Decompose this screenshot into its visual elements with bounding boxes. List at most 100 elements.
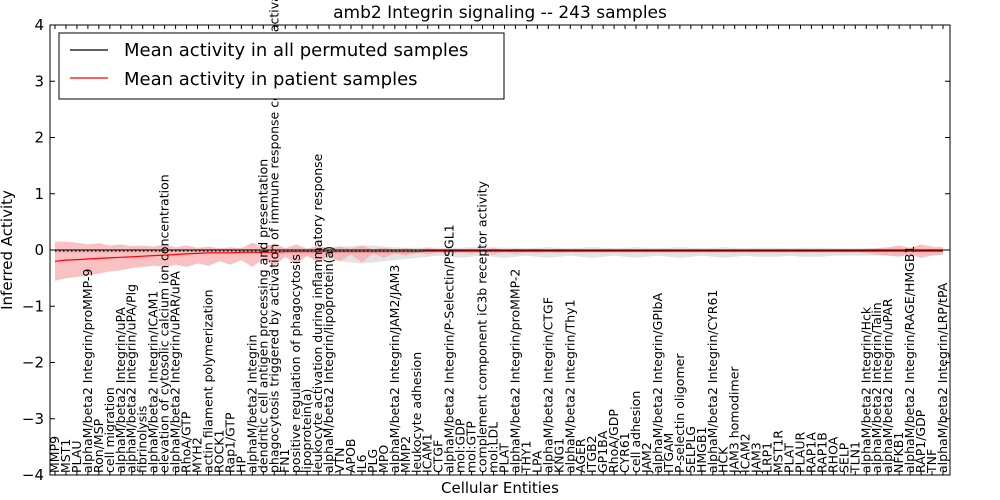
y-tick-label: −4 bbox=[22, 466, 44, 484]
y-axis-label: Inferred Activity bbox=[0, 190, 16, 310]
x-tick-label: alphaM/beta2 Integrin/CTGF bbox=[540, 297, 555, 473]
x-tick-label: CTGF bbox=[431, 440, 446, 473]
x-tick-label: RHOA bbox=[825, 436, 840, 473]
x-tick-label: RhoA/GTP bbox=[179, 411, 194, 473]
x-tick-label: KNG1 bbox=[551, 438, 566, 473]
y-tick-label: 0 bbox=[34, 241, 44, 259]
x-tick-label: JAM3 homodimer bbox=[727, 366, 742, 474]
x-tick-label: RAP1B bbox=[814, 432, 829, 473]
x-tick-label: alphaM/beta2 Integrin/GPIbA bbox=[650, 293, 665, 473]
x-tick-label: RAP1A bbox=[803, 432, 818, 473]
x-tick-label: alphaM/beta2 Integrin/Talin bbox=[869, 302, 884, 473]
y-tick-label: 3 bbox=[34, 72, 44, 90]
x-tick-label: MST1 bbox=[58, 439, 73, 473]
x-tick-label: SELPLG bbox=[683, 426, 698, 473]
x-tick-label: dendritic cell antigen processing and pr… bbox=[255, 159, 270, 473]
x-tick-label: PLAT bbox=[497, 443, 512, 473]
x-tick-label: JAM3 bbox=[749, 442, 764, 474]
x-tick-label: LPA bbox=[529, 450, 544, 473]
x-tick-label: mol:LDL bbox=[486, 422, 501, 473]
x-tick-label: alphaM/beta2 Integrin/RAGE/HMGB1 bbox=[902, 246, 917, 473]
x-tick-label: alphaM/beta2 Integrin/LRP/tPA bbox=[935, 282, 950, 473]
x-tick-label: ITGB2 bbox=[584, 435, 599, 473]
x-tick-label: JAM2 bbox=[639, 442, 654, 474]
legend: Mean activity in all permuted samples Me… bbox=[58, 32, 505, 100]
x-tick-label: ITGAM bbox=[661, 433, 676, 473]
x-tick-label: FN1 bbox=[277, 449, 292, 474]
x-tick-label: positive regulation of phagocytosis bbox=[288, 254, 303, 473]
x-tick-label: VTN bbox=[332, 447, 347, 473]
band-layer bbox=[55, 241, 943, 281]
x-tick-label: TNF bbox=[924, 449, 939, 474]
x-axis bbox=[54, 25, 944, 475]
x-tick-label: APOB bbox=[343, 438, 358, 473]
legend-label-patient: Mean activity in patient samples bbox=[124, 69, 418, 90]
x-tick-label: NFKB1 bbox=[891, 432, 906, 473]
y-tick-label: −1 bbox=[22, 297, 44, 315]
x-tick-label: Ron/MSP bbox=[91, 418, 106, 473]
x-tick-label: GP1BA bbox=[595, 430, 610, 473]
x-tick-label: ICAM2 bbox=[738, 433, 753, 473]
x-tick-label: alphaM/beta2 Integrin/P-Selectin/PSGL1 bbox=[442, 224, 457, 473]
x-tick-label: alphaM/beta2 Integrin/uPA bbox=[113, 307, 128, 473]
x-tick-label: leukocyte activation during inflammatory… bbox=[310, 153, 325, 473]
x-tick-label: LRP1 bbox=[760, 442, 775, 473]
x-tick-label: alphaM/beta2 Integrin/ICAM1 bbox=[146, 291, 161, 473]
x-tick-label: IL6 bbox=[354, 454, 369, 473]
x-tick-label: HP bbox=[233, 456, 248, 473]
x-tick-label: elevation of cytosolic calcium ion conce… bbox=[157, 174, 172, 473]
x-tick-label: alphaM/beta2 Integrin/Thy1 bbox=[562, 299, 577, 473]
x-tick-label: PLAUR bbox=[793, 432, 808, 473]
x-tick-label: PLG bbox=[365, 449, 380, 473]
x-tick-label: mol:GDP bbox=[453, 418, 468, 473]
x-tick-label: fibrinolysis bbox=[135, 406, 150, 473]
legend-box bbox=[58, 32, 505, 100]
x-tick-label: PLAU bbox=[69, 441, 84, 474]
x-tick-label: leukocyte adhesion bbox=[409, 352, 424, 473]
x-tick-label: phagocytosis triggered by activation of … bbox=[266, 0, 281, 473]
x-tick-label: alphaM/beta2 Integrin/uPAR bbox=[880, 298, 895, 473]
y-tick-label: −3 bbox=[22, 410, 44, 428]
y-tick-label: 2 bbox=[34, 129, 44, 147]
x-tick-label: HCK bbox=[716, 446, 731, 473]
x-tick-label: SELP bbox=[836, 442, 851, 473]
x-tick-label: alphaM/beta2 Integrin/lipoprotein(a) bbox=[321, 246, 336, 473]
x-tick-label: alphaM/beta2 Integrin/Hck bbox=[858, 306, 873, 473]
x-tick-label: ROCK1 bbox=[211, 430, 226, 473]
y-tick-label: −2 bbox=[22, 354, 44, 372]
x-tick-label: cell adhesion bbox=[628, 391, 643, 473]
line-layer bbox=[50, 249, 950, 262]
x-tick-label: alphaM/beta2 Integrin/proMMP-2 bbox=[507, 269, 522, 473]
x-tick-label: PLAT bbox=[782, 443, 797, 473]
patient-mean-line bbox=[54, 250, 943, 262]
x-tick-label: MMP9 bbox=[47, 436, 62, 473]
x-tick-label: RAP1/GDP bbox=[913, 409, 928, 473]
x-axis-label: Cellular Entities bbox=[441, 479, 559, 497]
x-tick-label: actin filament polymerization bbox=[201, 289, 216, 473]
x-tick-label: alphaM/beta2 Integrin/proMMP-9 bbox=[80, 269, 95, 473]
x-tick-label: mol:GTP bbox=[464, 421, 479, 473]
x-tick-label: lipoprotein(a) bbox=[299, 389, 314, 473]
x-tick-label: alphaM/beta2 Integrin/uPA/Plg bbox=[124, 284, 139, 473]
patient-band bbox=[55, 241, 943, 281]
x-tick-label: CYR61 bbox=[617, 432, 632, 473]
x-tick-label: complement component iC3b receptor activ… bbox=[475, 180, 490, 473]
x-tick-label: ICAM1 bbox=[420, 433, 435, 473]
x-tick-label: alphaM/beta2 Integrin/CYR61 bbox=[705, 290, 720, 473]
x-tick-label: MST1R bbox=[771, 430, 786, 473]
y-axis: −4 −3 −2 −1 0 1 2 3 4 bbox=[22, 16, 950, 484]
y-tick-label: 4 bbox=[34, 16, 44, 34]
x-tick-label: alphaM/beta2 Integrin/uPAR/uPA bbox=[168, 271, 183, 473]
x-tick-label: alphaM/beta2 Integrin bbox=[244, 335, 259, 473]
chart-title: amb2 Integrin signaling -- 243 samples bbox=[333, 3, 667, 23]
x-tick-label: AGER bbox=[573, 438, 588, 473]
x-tick-label: THY1 bbox=[518, 440, 533, 474]
y-tick-label: 1 bbox=[34, 185, 44, 203]
x-tick-label: alphaM/beta2 Integrin/JAM2/JAM3 bbox=[387, 265, 402, 473]
x-tick-label: cell migration bbox=[102, 387, 117, 473]
x-tick-label: MPO bbox=[376, 445, 391, 473]
x-tick-label: Rap1/GTP bbox=[222, 412, 237, 473]
